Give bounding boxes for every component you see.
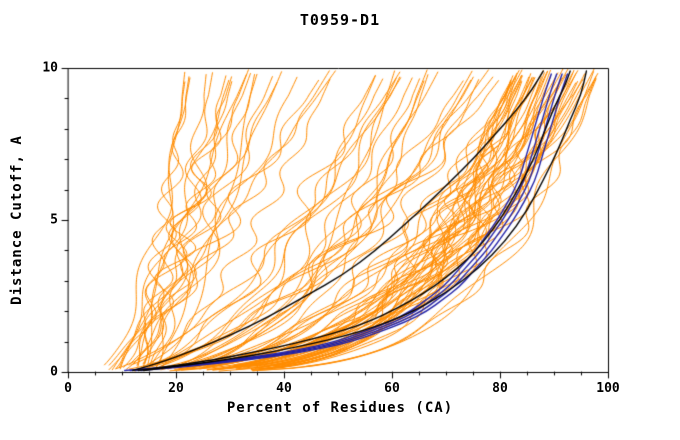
x-tick-label: 60 [384,381,400,396]
x-tick-label: 100 [596,381,620,396]
y-tick-label: 5 [50,212,58,228]
x-tick-label: 20 [168,381,184,396]
y-axis-label: Distance Cutoff, A [9,135,25,305]
y-tick-label: 0 [50,364,58,380]
x-tick-label: 80 [492,381,508,396]
x-axis-label: Percent of Residues (CA) [226,400,454,416]
y-tick-label: 10 [42,60,58,76]
x-tick-label: 40 [276,381,292,396]
x-tick-label: 0 [64,381,72,396]
chart-title: T0959-D1 [299,11,381,29]
